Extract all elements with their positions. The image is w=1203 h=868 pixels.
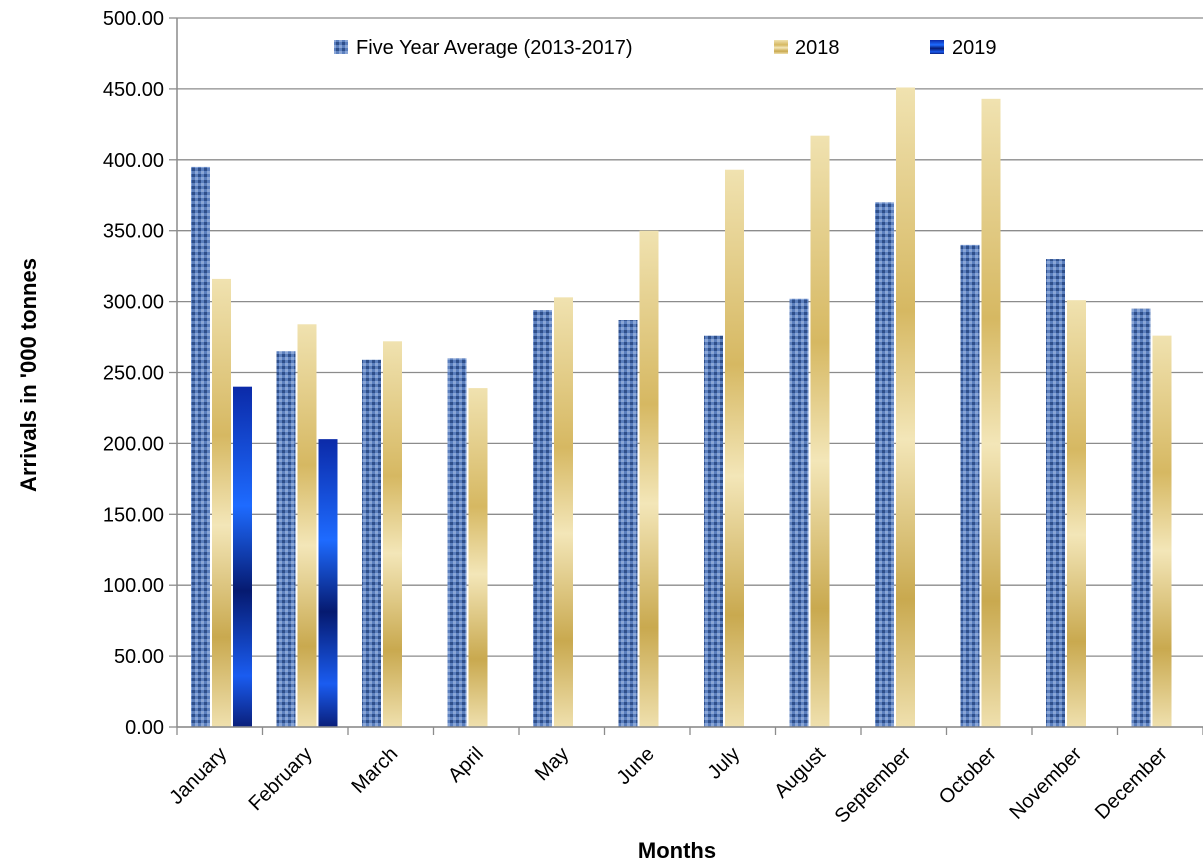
bar-2018 <box>468 388 488 727</box>
y-tick-label: 0.00 <box>125 717 164 739</box>
x-tick-label: September <box>831 743 916 828</box>
x-tick-label: February <box>245 743 317 815</box>
y-tick-label: 350.00 <box>103 221 164 243</box>
legend: Five Year Average (2013-2017) 2018 2019 <box>334 37 997 59</box>
bar-avg <box>1131 308 1151 727</box>
x-tick-label: November <box>1005 743 1086 824</box>
bar-avg <box>533 310 552 727</box>
x-tick-label: October <box>935 743 1001 809</box>
bar-avg <box>1046 259 1065 727</box>
gridlines <box>169 17 1203 728</box>
bar-2018 <box>896 87 915 728</box>
x-tick-label: August <box>770 743 830 803</box>
bar-avg <box>618 320 638 727</box>
bar-2019 <box>233 386 252 727</box>
x-tick-label: June <box>613 743 659 789</box>
legend-label-2018: 2018 <box>795 37 840 59</box>
bar-avg <box>362 359 381 727</box>
bar-avg <box>704 335 723 727</box>
y-tick-label: 450.00 <box>103 79 164 101</box>
y-tick-label: 150.00 <box>103 504 164 526</box>
x-tick-label: March <box>347 743 402 798</box>
bar-2018 <box>725 169 744 727</box>
x-tick-label: April <box>444 743 488 787</box>
bar-2018 <box>810 135 830 728</box>
x-tick-label: May <box>531 743 573 785</box>
bar-2018 <box>554 297 573 727</box>
bar-avg <box>875 202 894 728</box>
bar-avg <box>960 244 980 727</box>
legend-swatch-2019 <box>930 40 944 54</box>
bar-avg <box>447 358 467 727</box>
legend-label-avg: Five Year Average (2013-2017) <box>356 37 633 59</box>
x-tick-labels: January February March April May June July Augu… <box>165 743 1172 828</box>
x-tick-label: January <box>165 743 231 809</box>
y-tick-label: 100.00 <box>103 575 164 597</box>
x-axis-title: Months <box>638 838 716 863</box>
legend-item-avg: Five Year Average (2013-2017) <box>334 37 633 59</box>
y-tick-labels: 0.00 50.00 100.00 150.00 200.00 250.00 300.00 3… <box>103 8 164 739</box>
bar-2018 <box>639 230 659 727</box>
bar-2018 <box>212 278 231 727</box>
y-tick-label: 200.00 <box>103 433 164 455</box>
bar-avg <box>789 298 809 727</box>
y-tick-label: 250.00 <box>103 363 164 385</box>
bars <box>191 87 1172 728</box>
legend-item-2018: 2018 <box>774 37 840 59</box>
bar-2018 <box>1067 300 1086 727</box>
bar-2018 <box>1152 335 1172 727</box>
bar-2019 <box>318 439 338 727</box>
x-tick-label: December <box>1091 743 1172 824</box>
legend-swatch-avg <box>334 40 348 54</box>
y-tick-label: 300.00 <box>103 292 164 314</box>
bar-avg <box>276 351 296 727</box>
bar-avg <box>191 166 210 727</box>
bar-2018 <box>383 341 402 727</box>
y-tick-label: 400.00 <box>103 150 164 172</box>
y-tick-label: 500.00 <box>103 8 164 30</box>
axes <box>176 18 1203 735</box>
bar-2018 <box>297 324 317 727</box>
y-axis-title: Arrivals in '000 tonnes <box>16 258 41 492</box>
bar-2018 <box>981 98 1001 728</box>
legend-label-2019: 2019 <box>952 37 997 59</box>
y-tick-label: 50.00 <box>114 646 164 668</box>
legend-item-2019: 2019 <box>930 37 997 59</box>
legend-swatch-2018 <box>774 40 788 54</box>
x-tick-label: July <box>704 743 745 784</box>
